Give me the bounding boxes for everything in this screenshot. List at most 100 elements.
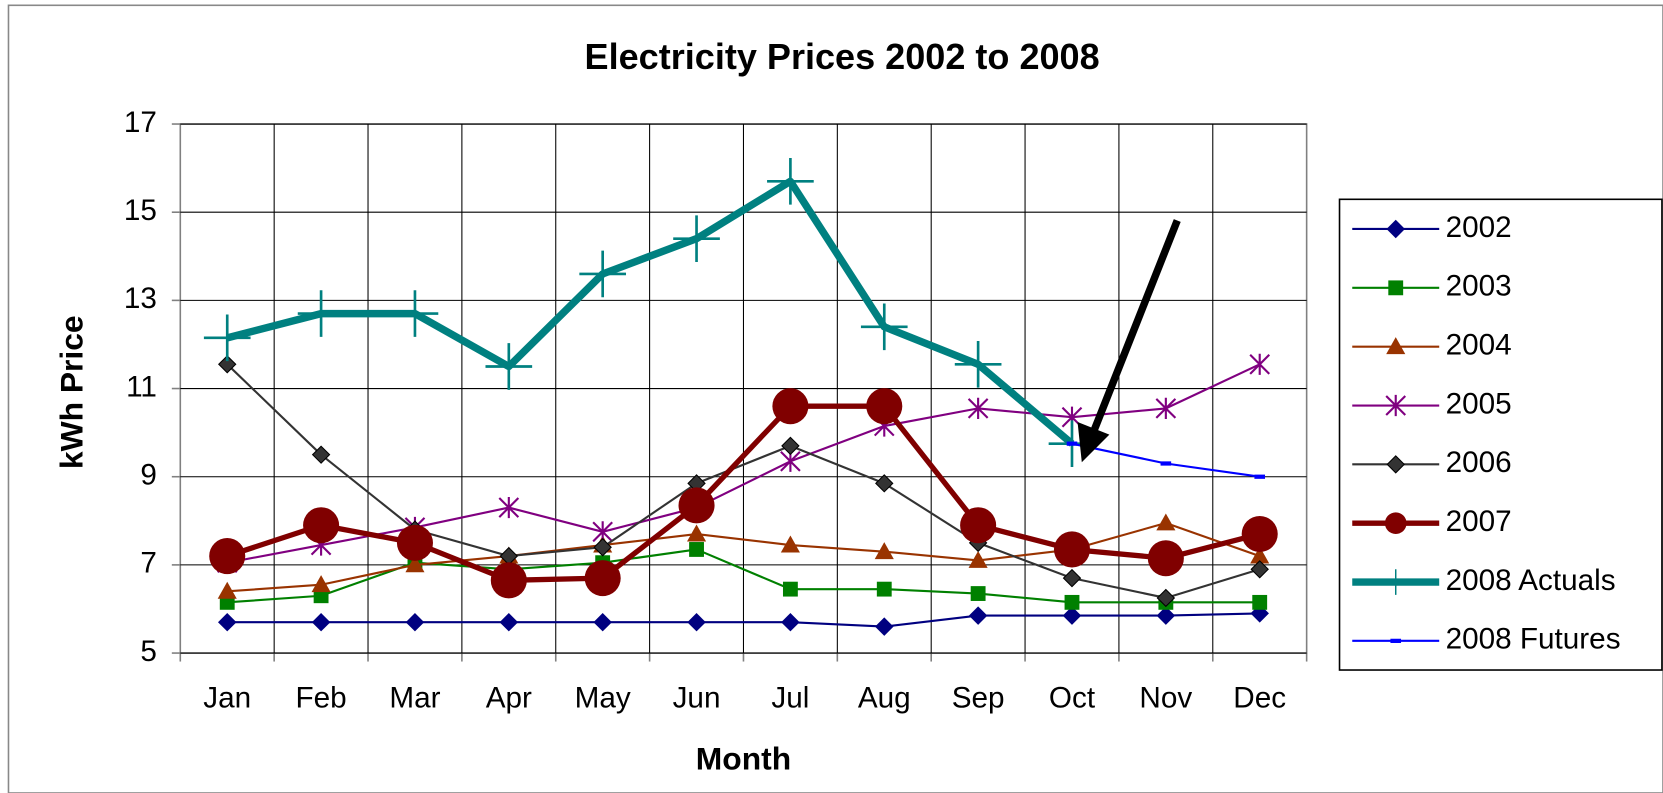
marker bbox=[874, 542, 894, 560]
marker bbox=[1390, 638, 1402, 643]
marker bbox=[689, 542, 704, 557]
legend-label: 2004 bbox=[1446, 329, 1512, 362]
marker bbox=[217, 612, 237, 632]
x-tick-label: Jul bbox=[771, 682, 809, 715]
marker bbox=[1156, 606, 1176, 625]
marker bbox=[875, 474, 894, 493]
marker bbox=[1386, 337, 1406, 355]
marker bbox=[209, 538, 246, 575]
marker bbox=[960, 507, 997, 544]
marker bbox=[1250, 546, 1270, 564]
series-line bbox=[227, 612, 1260, 628]
arrow-head bbox=[1077, 421, 1110, 463]
marker bbox=[968, 550, 988, 568]
marker bbox=[217, 355, 237, 374]
marker bbox=[772, 388, 809, 425]
marker bbox=[781, 436, 800, 456]
marker bbox=[1241, 516, 1278, 553]
x-tick-label: Mar bbox=[389, 682, 440, 715]
marker bbox=[1388, 280, 1404, 296]
legend-label: 2002 bbox=[1446, 211, 1512, 244]
marker bbox=[490, 562, 527, 599]
marker bbox=[1386, 219, 1405, 239]
marker bbox=[311, 445, 331, 464]
marker bbox=[687, 612, 706, 632]
x-tick-label: Oct bbox=[1049, 682, 1096, 715]
marker bbox=[405, 612, 425, 632]
marker bbox=[780, 535, 800, 553]
legend-box bbox=[1338, 198, 1663, 671]
x-tick-label: May bbox=[575, 682, 631, 715]
marker bbox=[584, 560, 621, 597]
marker bbox=[1254, 474, 1266, 479]
legend-label: 2007 bbox=[1446, 505, 1512, 538]
marker bbox=[1249, 353, 1271, 375]
marker bbox=[303, 507, 340, 544]
marker bbox=[579, 250, 627, 298]
marker bbox=[1156, 513, 1176, 531]
marker bbox=[405, 555, 425, 573]
marker bbox=[954, 340, 1002, 388]
marker bbox=[1066, 441, 1078, 446]
marker bbox=[1053, 531, 1091, 568]
marker bbox=[970, 586, 986, 601]
marker bbox=[1252, 594, 1268, 610]
marker bbox=[203, 314, 251, 362]
marker bbox=[860, 303, 908, 351]
marker bbox=[875, 617, 894, 636]
legend-label: 2008 Actuals bbox=[1446, 564, 1616, 597]
x-tick-label: Feb bbox=[296, 682, 347, 715]
marker bbox=[311, 612, 331, 632]
x-tick-label: Jan bbox=[203, 682, 251, 715]
x-tick-label: Sep bbox=[952, 682, 1005, 715]
marker bbox=[1156, 588, 1176, 608]
chart-title: Electricity Prices 2002 to 2008 bbox=[585, 36, 1100, 77]
series-line bbox=[227, 363, 1261, 564]
y-tick-label: 7 bbox=[140, 547, 157, 580]
marker bbox=[396, 524, 433, 561]
y-tick-label: 15 bbox=[124, 194, 157, 227]
x-tick-label: Aug bbox=[858, 682, 911, 715]
marker bbox=[1064, 594, 1080, 610]
y-tick-label: 11 bbox=[126, 370, 157, 403]
y-tick-label: 5 bbox=[140, 635, 157, 668]
marker bbox=[1384, 512, 1407, 535]
marker bbox=[311, 575, 331, 593]
marker bbox=[767, 158, 814, 205]
marker bbox=[782, 581, 798, 597]
marker bbox=[498, 496, 520, 519]
marker bbox=[1385, 394, 1407, 417]
legend-label: 2006 bbox=[1446, 446, 1512, 479]
series-line bbox=[226, 363, 1261, 600]
marker bbox=[485, 343, 533, 390]
marker bbox=[866, 388, 903, 425]
marker bbox=[1382, 569, 1409, 595]
marker bbox=[1062, 568, 1082, 588]
marker bbox=[1160, 461, 1172, 466]
legend-label: 2008 Futures bbox=[1446, 623, 1621, 656]
marker bbox=[1386, 455, 1405, 474]
marker bbox=[391, 290, 439, 337]
marker bbox=[673, 215, 720, 262]
x-tick-label: Jun bbox=[673, 682, 721, 715]
plot: 5 7 9 11 13 15 17 Jan Feb Mar Apr May Jun Jul Aug Sep Oc… bbox=[124, 106, 1621, 715]
marker bbox=[593, 538, 612, 557]
marker bbox=[968, 606, 988, 625]
marker bbox=[1250, 560, 1269, 579]
marker bbox=[217, 581, 237, 599]
y-tick-label: 13 bbox=[124, 282, 157, 315]
y-tick-label: 17 bbox=[124, 106, 157, 139]
marker bbox=[297, 290, 345, 337]
x-axis-label: Month bbox=[696, 741, 791, 777]
legend-label: 2005 bbox=[1446, 387, 1512, 420]
y-tick-label: 9 bbox=[140, 459, 157, 492]
marker bbox=[967, 397, 989, 419]
y-axis-label: kWh Price bbox=[54, 315, 90, 469]
series-line bbox=[226, 177, 1075, 447]
marker bbox=[781, 612, 800, 632]
marker bbox=[678, 487, 715, 524]
marker bbox=[593, 612, 612, 632]
marker bbox=[1155, 397, 1177, 419]
marker bbox=[686, 524, 707, 542]
